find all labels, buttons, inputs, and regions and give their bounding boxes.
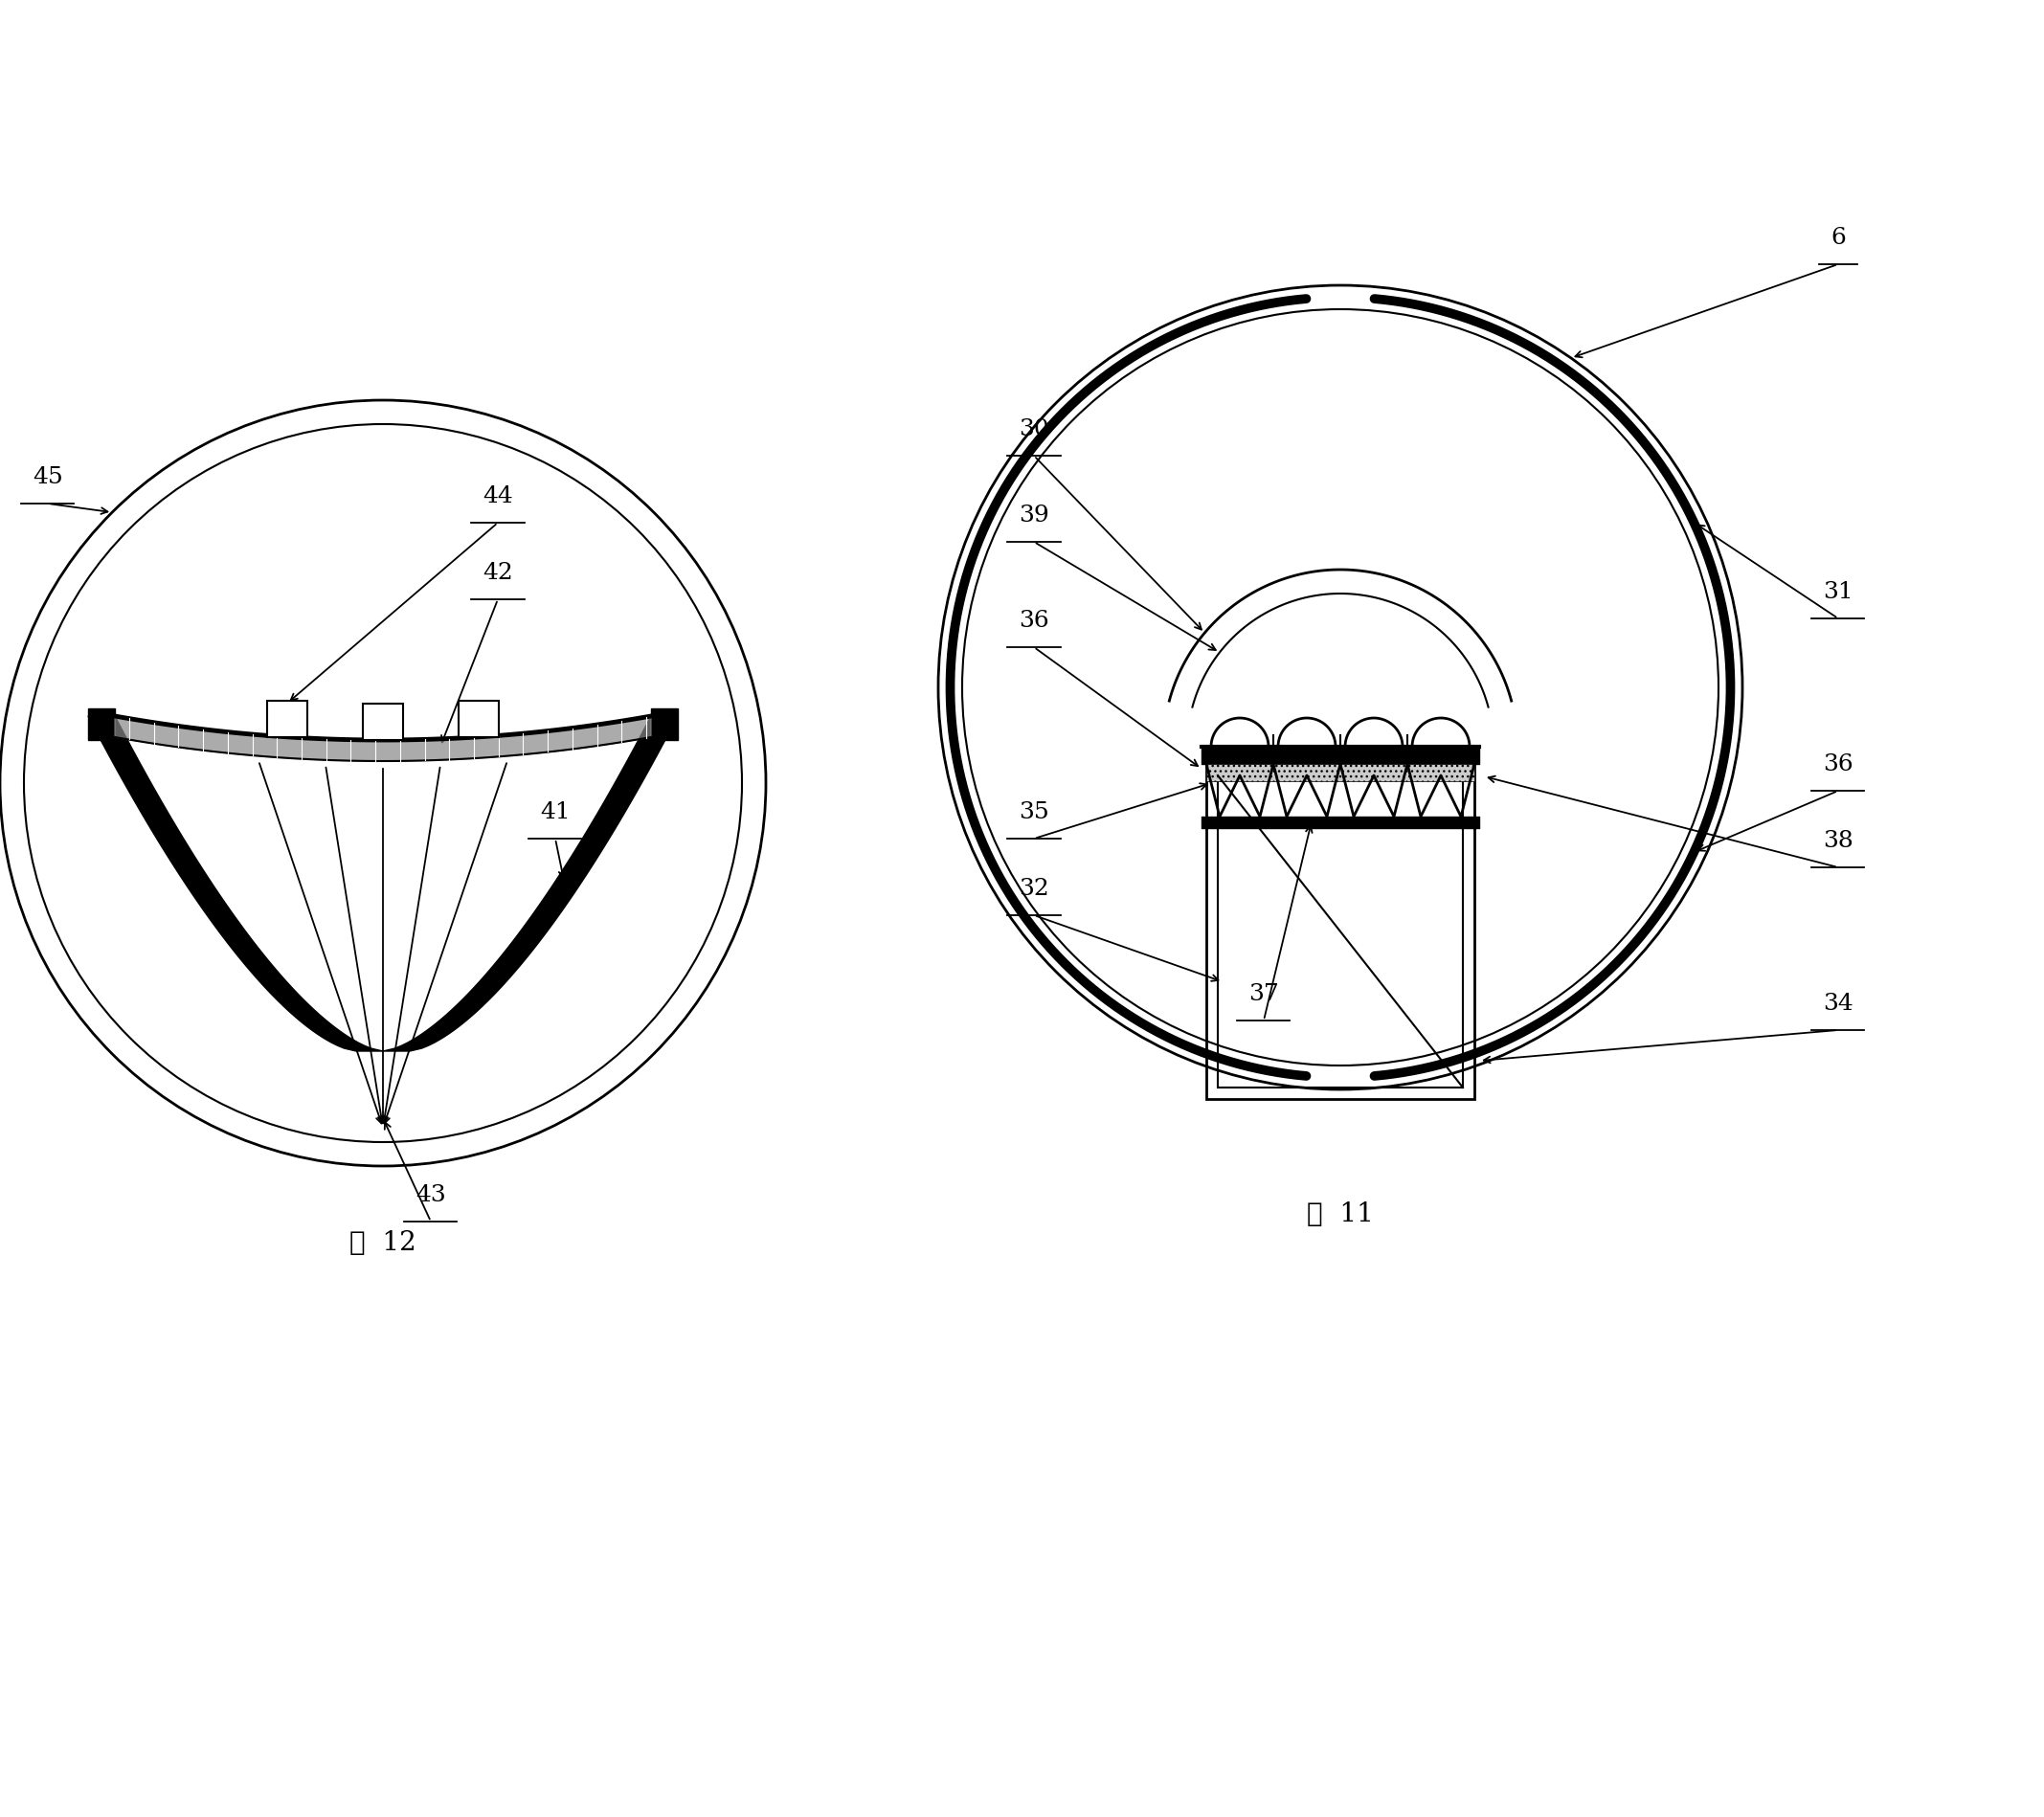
Text: 42: 42 — [482, 561, 513, 583]
Text: 36: 36 — [1823, 754, 1854, 776]
Text: 图  11: 图 11 — [1306, 1201, 1374, 1226]
Text: 6: 6 — [1831, 227, 1846, 249]
Text: 41: 41 — [540, 801, 570, 823]
Polygon shape — [114, 716, 652, 761]
Text: 37: 37 — [1249, 983, 1280, 1005]
Text: 45: 45 — [33, 467, 63, 489]
Text: 31: 31 — [1823, 581, 1854, 603]
Bar — [364, 705, 403, 741]
Bar — [1218, 776, 1464, 1088]
Text: 35: 35 — [1018, 801, 1049, 823]
Text: 图  12: 图 12 — [350, 1230, 417, 1256]
Text: 34: 34 — [1823, 992, 1854, 1014]
Bar — [458, 701, 499, 738]
Text: 36: 36 — [1018, 611, 1049, 632]
Bar — [268, 701, 307, 738]
Text: 30: 30 — [1018, 418, 1049, 440]
Text: 38: 38 — [1823, 830, 1854, 852]
Polygon shape — [382, 716, 679, 1052]
Polygon shape — [652, 709, 679, 741]
Text: 44: 44 — [482, 485, 513, 507]
Text: 43: 43 — [415, 1185, 446, 1206]
Text: 32: 32 — [1018, 878, 1049, 899]
Polygon shape — [88, 716, 382, 1052]
Text: 39: 39 — [1018, 505, 1049, 527]
Polygon shape — [88, 709, 114, 741]
Bar — [1206, 765, 1474, 1099]
